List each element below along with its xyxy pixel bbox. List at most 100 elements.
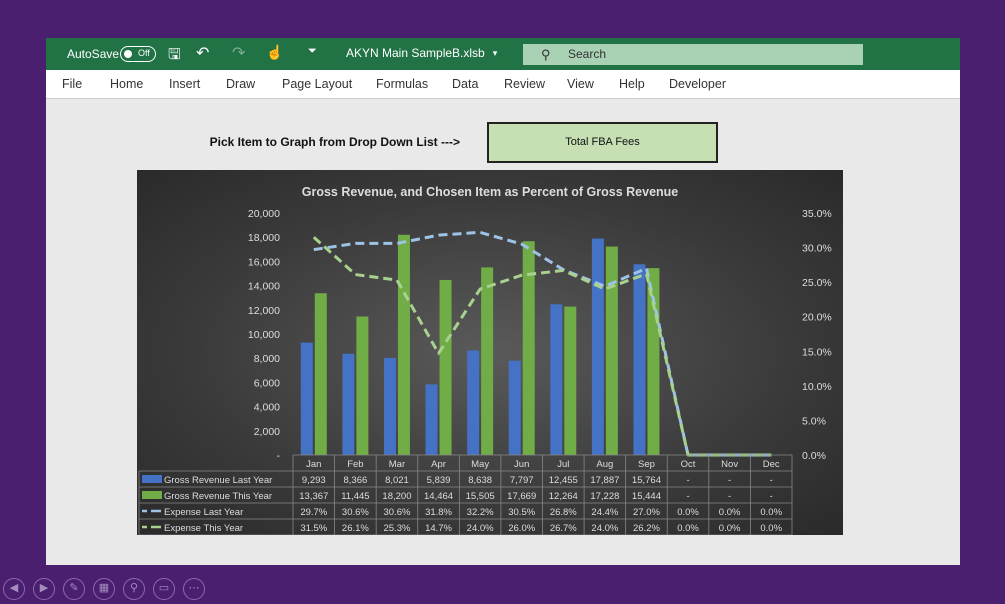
data-label: 24.0%: [591, 523, 618, 534]
save-icon[interactable]: 🖫: [168, 46, 181, 63]
y-tick-label: -: [277, 450, 281, 462]
y2-tick-label: 25.0%: [802, 277, 832, 289]
y-tick-label: 4,000: [254, 402, 280, 414]
file-name-button[interactable]: AKYN Main SampleB.xlsb ▾: [346, 46, 497, 60]
category-label: Sep: [638, 459, 655, 470]
title-bar: AutoSave Off 🖫 ↶ ↷ ☝ ⏷ AKYN Main SampleB…: [46, 38, 960, 70]
zoom-icon[interactable]: ⚲: [123, 578, 145, 600]
combo-chart: Gross Revenue, and Chosen Item as Percen…: [137, 170, 843, 536]
bar-last-year: [300, 342, 313, 455]
tab-review[interactable]: Review: [504, 77, 545, 91]
tab-help[interactable]: Help: [619, 77, 645, 91]
bar-this-year: [439, 279, 452, 455]
data-label: 30.5%: [508, 507, 535, 518]
y2-tick-label: 30.0%: [802, 243, 832, 255]
redo-icon[interactable]: ↷: [232, 45, 246, 62]
legend-label: Gross Revenue This Year: [164, 491, 272, 502]
data-label: 8,021: [385, 475, 409, 486]
bar-last-year: [383, 357, 396, 455]
chart-svg: Gross Revenue, and Chosen Item as Percen…: [138, 185, 832, 536]
tab-view[interactable]: View: [567, 77, 594, 91]
data-label: -: [770, 491, 773, 502]
data-label: 17,669: [507, 491, 536, 502]
legend-key: [142, 475, 162, 483]
tab-insert[interactable]: Insert: [169, 77, 201, 91]
data-label: 26.1%: [342, 523, 369, 534]
customize-qat-icon[interactable]: ⏷: [308, 45, 317, 57]
tab-formulas[interactable]: Formulas: [376, 77, 429, 91]
pen-icon[interactable]: ✎: [63, 578, 85, 600]
y-tick-label: 8,000: [254, 353, 280, 365]
touch-mode-icon[interactable]: ☝: [266, 44, 284, 60]
line-expense-this-year: [312, 236, 772, 457]
data-label: 29.7%: [300, 507, 327, 518]
bar-last-year: [550, 304, 563, 455]
bar-last-year: [633, 264, 646, 455]
search-placeholder: Search: [568, 47, 607, 61]
tab-page-layout[interactable]: Page Layout: [282, 77, 353, 91]
line-expense-last-year: [313, 230, 772, 457]
item-dropdown[interactable]: Total FBA Fees: [487, 122, 718, 163]
y2-tick-label: 0.0%: [802, 450, 826, 462]
y-tick-label: 18,000: [248, 232, 280, 244]
tab-developer[interactable]: Developer: [669, 77, 726, 91]
y2-tick-label: 20.0%: [802, 312, 832, 324]
data-label: 17,887: [590, 475, 619, 486]
data-label: 25.3%: [383, 523, 410, 534]
search-input[interactable]: ⚲ Search: [523, 44, 863, 65]
data-label: -: [770, 475, 773, 486]
data-label: 14.7%: [425, 523, 452, 534]
bar-this-year: [564, 306, 577, 455]
data-label: 15,764: [632, 475, 661, 486]
next-icon[interactable]: ▶: [33, 578, 55, 600]
y2-tick-label: 10.0%: [802, 381, 832, 393]
y2-tick-label: 35.0%: [802, 208, 832, 220]
data-label: 31.8%: [425, 507, 452, 518]
data-label: 15,444: [632, 491, 661, 502]
data-label: 0.0%: [719, 507, 741, 518]
undo-icon[interactable]: ↶: [196, 45, 210, 62]
legend-key: [142, 491, 162, 499]
file-name: AKYN Main SampleB.xlsb: [346, 46, 485, 60]
chart-title: Gross Revenue, and Chosen Item as Percen…: [302, 185, 679, 199]
bar-last-year: [425, 384, 438, 455]
bar-this-year: [481, 267, 494, 455]
excel-window: AutoSave Off 🖫 ↶ ↷ ☝ ⏷ AKYN Main SampleB…: [46, 38, 960, 565]
bar-this-year: [356, 316, 369, 455]
prev-icon[interactable]: ◀: [3, 578, 25, 600]
data-label: 0.0%: [760, 523, 782, 534]
bar-last-year: [508, 360, 521, 455]
chevron-down-icon: ▾: [492, 47, 498, 58]
data-label: 26.0%: [508, 523, 535, 534]
tab-draw[interactable]: Draw: [226, 77, 256, 91]
legend-label: Expense This Year: [164, 523, 243, 534]
y-tick-label: 20,000: [248, 208, 280, 220]
data-label: 18,200: [382, 491, 411, 502]
more-icon[interactable]: ⋯: [183, 578, 205, 600]
data-label: 7,797: [510, 475, 534, 486]
bar-this-year: [605, 246, 618, 455]
tab-file[interactable]: File: [62, 77, 83, 91]
data-label: 12,455: [549, 475, 578, 486]
category-label: Jan: [306, 459, 321, 470]
data-label: 17,228: [590, 491, 619, 502]
data-label: 11,445: [341, 491, 369, 502]
data-label: -: [728, 475, 731, 486]
bar-this-year: [397, 234, 410, 455]
data-label: 12,264: [549, 491, 578, 502]
data-label: -: [686, 475, 689, 486]
category-label: Mar: [389, 459, 405, 470]
data-label: 24.4%: [591, 507, 618, 518]
data-label: 27.0%: [633, 507, 660, 518]
y-tick-label: 2,000: [254, 426, 280, 438]
category-label: Aug: [596, 459, 613, 470]
data-label: 13,367: [299, 491, 328, 502]
tab-home[interactable]: Home: [110, 77, 144, 91]
data-label: 26.7%: [550, 523, 577, 534]
subtitles-icon[interactable]: ▭: [153, 578, 175, 600]
y-tick-label: 16,000: [248, 256, 280, 268]
data-label: 26.2%: [633, 523, 660, 534]
tab-data[interactable]: Data: [452, 77, 479, 91]
slides-icon[interactable]: ▦: [93, 578, 115, 600]
autosave-toggle[interactable]: Off: [120, 46, 156, 62]
